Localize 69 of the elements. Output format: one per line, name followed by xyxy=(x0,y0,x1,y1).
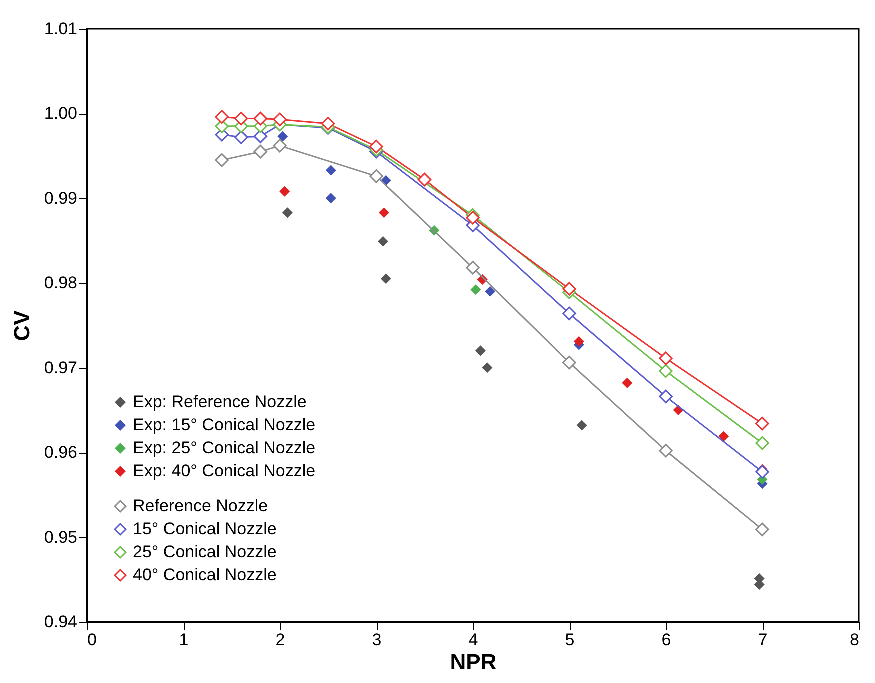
x-tick-label: 8 xyxy=(850,630,860,650)
legend-label: 15° Conical Nozzle xyxy=(133,520,277,538)
point xyxy=(254,144,268,159)
point xyxy=(380,274,392,284)
y-axis-title: CV xyxy=(9,310,34,342)
x-axis-title: NPR xyxy=(450,650,497,674)
legend-label: Exp: 40° Conical Nozzle xyxy=(133,462,316,480)
point xyxy=(482,362,493,374)
x-tick-label: 3 xyxy=(372,630,382,650)
point xyxy=(273,112,287,127)
point xyxy=(562,356,576,370)
point xyxy=(215,110,229,124)
x-tick-label: 0 xyxy=(88,630,97,650)
legend-label: Exp: Reference Nozzle xyxy=(133,392,307,412)
point xyxy=(466,261,480,275)
point xyxy=(756,465,770,479)
point xyxy=(254,130,268,144)
point xyxy=(273,139,287,153)
point xyxy=(278,131,288,142)
point xyxy=(756,436,770,450)
point xyxy=(370,170,384,184)
x-tick-label: 1 xyxy=(179,630,189,650)
point xyxy=(378,208,390,218)
y-tick-label: 0.97 xyxy=(44,358,78,378)
point xyxy=(659,352,673,366)
point xyxy=(470,284,482,296)
point xyxy=(326,165,336,176)
point xyxy=(466,211,480,225)
x-tick-label: 6 xyxy=(662,630,672,650)
point xyxy=(418,172,432,187)
x-tick-label: 4 xyxy=(468,630,478,650)
point xyxy=(215,153,229,168)
point xyxy=(756,416,770,431)
point xyxy=(756,522,770,537)
point xyxy=(475,346,486,356)
legend-label: Reference Nozzle xyxy=(133,496,268,516)
point xyxy=(622,378,633,388)
point xyxy=(562,282,576,296)
point xyxy=(282,208,293,218)
point xyxy=(659,390,673,404)
point xyxy=(659,444,673,458)
y-tick-label: 1.01 xyxy=(44,20,78,38)
legend-label: 40° Conical Nozzle xyxy=(133,566,277,584)
y-tick-label: 0.99 xyxy=(44,188,78,208)
x-tick-label: 5 xyxy=(565,630,575,650)
point xyxy=(321,117,336,131)
point xyxy=(718,431,730,442)
y-tick-label: 0.95 xyxy=(44,528,78,547)
point xyxy=(562,306,576,321)
point xyxy=(576,420,588,431)
point xyxy=(370,140,384,154)
point xyxy=(326,193,336,204)
point xyxy=(378,236,388,247)
legend-label: 25° Conical Nozzle xyxy=(133,542,277,562)
y-tick-label: 0.94 xyxy=(44,612,78,632)
point xyxy=(234,112,248,126)
point xyxy=(280,186,290,197)
point xyxy=(254,112,268,126)
point xyxy=(659,364,673,378)
legend-label: Exp: 15° Conical Nozzle xyxy=(133,416,316,434)
y-tick-label: 1.00 xyxy=(44,104,78,124)
point xyxy=(574,336,584,347)
legend-label: Exp: 25° Conical Nozzle xyxy=(133,438,316,458)
x-tick-label: 2 xyxy=(276,630,286,650)
y-tick-label: 0.96 xyxy=(44,443,78,462)
y-tick-label: 0.98 xyxy=(44,274,78,293)
x-tick-label: 7 xyxy=(758,630,768,650)
point xyxy=(234,130,248,144)
point xyxy=(485,286,496,297)
